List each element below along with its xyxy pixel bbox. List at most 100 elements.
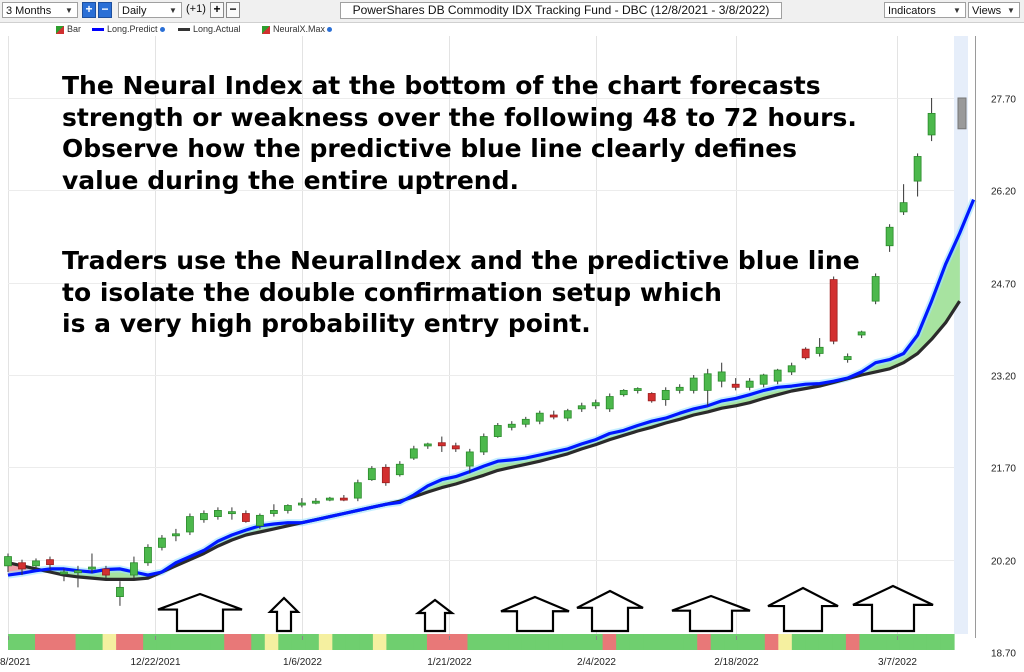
neural-segment [629, 634, 644, 650]
candle-down [381, 466, 390, 484]
candle-up [186, 516, 194, 533]
neural-segment [75, 634, 90, 650]
setup-arrow-icon [500, 595, 570, 633]
candle-up [172, 533, 180, 537]
annotation-line: The Neural Index at the bottom of the ch… [62, 71, 821, 100]
candle-up [465, 451, 474, 467]
bar-swatch-icon [262, 25, 270, 34]
neural-segment [683, 634, 698, 650]
zoom-out-button[interactable]: − [98, 2, 112, 18]
candle-up [619, 389, 628, 396]
range-select[interactable]: 3 Months ▼ [2, 2, 78, 18]
candle-up [843, 356, 852, 361]
candle-up [116, 586, 124, 597]
offset-minus-button[interactable]: − [226, 2, 240, 18]
annotation-line: is a very high probability entry point. [62, 309, 591, 338]
neural-segment [859, 634, 874, 650]
legend-item-neuralx-max[interactable]: NeuralX.Max [262, 24, 333, 34]
chevron-down-icon: ▼ [953, 6, 961, 15]
offset-plus-button[interactable]: + [210, 2, 224, 18]
neural-segment [670, 634, 685, 650]
candle-down [829, 279, 838, 342]
neural-segment [237, 634, 252, 650]
legend-dot-icon [159, 27, 165, 33]
setup-arrow-icon [414, 598, 456, 633]
candle-down [549, 414, 558, 418]
legend-item-bar[interactable]: Bar [56, 24, 81, 34]
neural-segment [913, 634, 928, 650]
candle-up [899, 202, 908, 213]
chevron-down-icon: ▼ [1007, 6, 1015, 15]
candle-down [801, 348, 810, 359]
setup-arrow-icon [767, 586, 839, 633]
neural-segment [508, 634, 523, 650]
candle-up [871, 276, 880, 302]
neural-segment [372, 634, 387, 650]
indicators-select[interactable]: Indicators ▼ [884, 2, 966, 18]
neural-segment [602, 634, 617, 650]
line-swatch-icon [178, 28, 190, 32]
zoom-in-button[interactable]: + [82, 2, 96, 18]
candle-up [423, 443, 432, 447]
candle-up [759, 374, 768, 385]
legend-item-long-actual[interactable]: Long.Actual [178, 24, 241, 34]
neural-index-bar [8, 634, 955, 650]
candle-up [703, 373, 712, 391]
neural-segment [332, 634, 347, 650]
candle-up [4, 556, 12, 567]
legend-item-long-predict[interactable]: Long.Predict [92, 24, 165, 34]
neural-segment [21, 634, 36, 650]
neural-segment [778, 634, 793, 650]
neural-segment [926, 634, 942, 650]
y-axis: 18.70 20.20 21.70 23.20 24.70 26.20 27.70 [975, 36, 1016, 660]
chart-title-field[interactable]: PowerShares DB Commodity IDX Tracking Fu… [340, 2, 782, 19]
neural-segment [399, 634, 415, 650]
candle-down [18, 562, 26, 570]
series-lines [7, 198, 977, 581]
range-select-value: 3 Months [6, 5, 52, 17]
candle-up [605, 396, 614, 410]
candle-up [74, 570, 82, 574]
candle-up [773, 369, 782, 382]
candle-up [130, 562, 138, 576]
x-axis: 8/2021 12/22/2021 1/6/2022 1/21/2022 2/4/202… [0, 636, 917, 668]
candle-current [957, 97, 967, 130]
neural-segment [426, 634, 442, 650]
candle-up [325, 497, 334, 501]
neural-segment [318, 634, 333, 650]
neural-segment [899, 634, 915, 650]
neural-segment [264, 634, 279, 650]
neural-segment [656, 634, 671, 650]
candle-up [633, 388, 642, 391]
neural-segment [589, 634, 604, 650]
legend-dot-icon [327, 27, 333, 33]
neural-segment [8, 634, 23, 650]
candle-up [661, 389, 670, 401]
candle-up [228, 511, 236, 515]
candle-up [913, 156, 922, 182]
y-tick-label: 21.70 [991, 464, 1016, 475]
y-tick-label: 24.70 [991, 280, 1016, 291]
views-select[interactable]: Views ▼ [968, 2, 1020, 18]
candle-up [591, 402, 600, 407]
setup-arrow-icon [576, 589, 644, 633]
candle-down [102, 568, 110, 576]
candle-up [717, 371, 726, 382]
setup-arrow-icon [671, 594, 751, 633]
neural-segment [102, 634, 117, 650]
y-tick-label: 27.70 [991, 95, 1016, 106]
neural-segment [697, 634, 712, 650]
candle-up [479, 436, 488, 453]
candle-up [158, 537, 166, 548]
neural-segment [278, 634, 293, 650]
neural-segment [886, 634, 901, 650]
y-tick-label: 18.70 [991, 649, 1016, 660]
interval-select[interactable]: Daily ▼ [118, 2, 182, 18]
neural-segment [156, 634, 171, 650]
candle-down [46, 559, 54, 565]
neural-segment [413, 634, 428, 650]
setup-arrow-icon [267, 596, 301, 633]
candle-up [857, 331, 866, 336]
neural-segment [386, 634, 401, 650]
